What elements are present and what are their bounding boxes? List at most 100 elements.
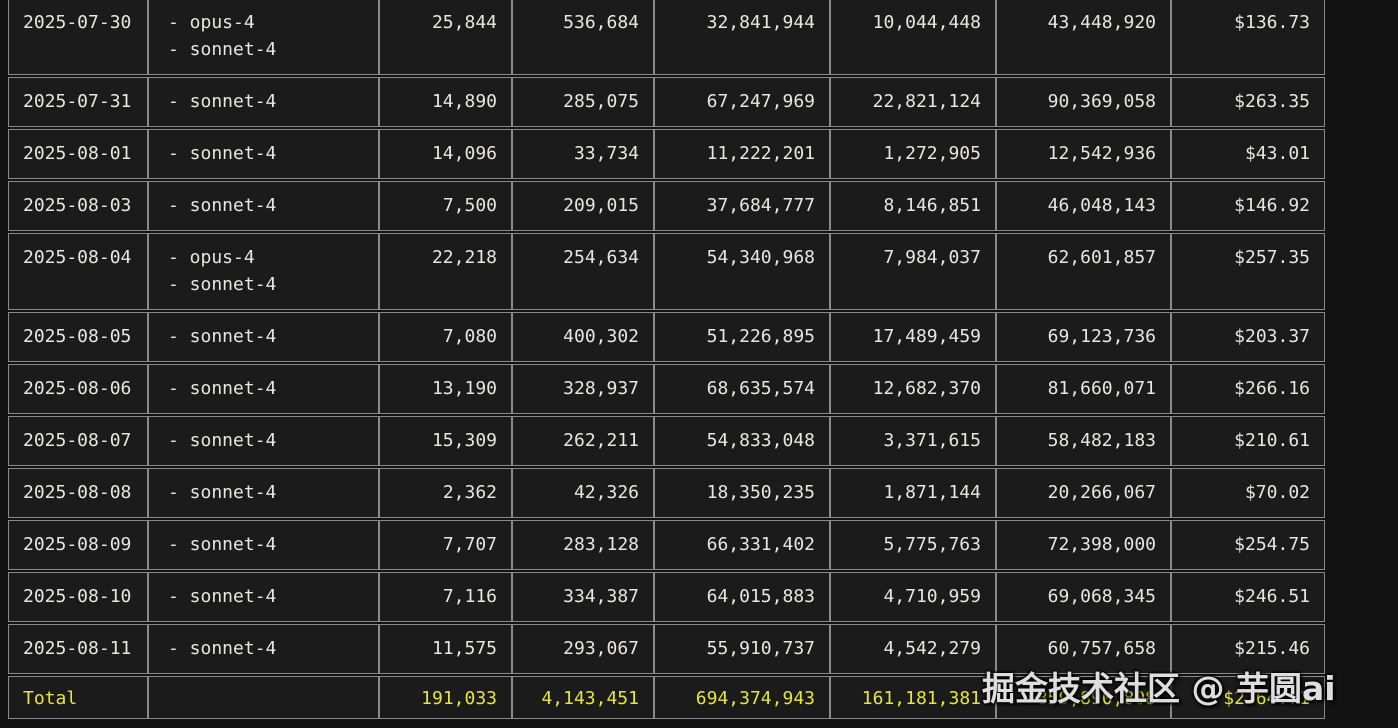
- cell-cache-create-tokens: 66,331,402: [654, 520, 830, 570]
- cell-date: 2025-08-06: [8, 364, 148, 414]
- cell-cache-read-tokens: 7,984,037: [830, 233, 996, 310]
- cell-models: - sonnet-4: [148, 624, 379, 674]
- table-row: 2025-08-06 - sonnet-4 13,190 328,937 68,635,…: [8, 364, 1325, 414]
- cell-total-tokens: 20,266,067: [996, 468, 1171, 518]
- cell-output-tokens: 209,015: [512, 181, 654, 231]
- cell-input-tokens: 7,080: [379, 312, 512, 362]
- table-row: 2025-08-10 - sonnet-4 7,116 334,387 64,015,8…: [8, 572, 1325, 622]
- table-row: 2025-08-11 - sonnet-4 11,575 293,067 55,910,…: [8, 624, 1325, 674]
- table-row: 2025-08-09 - sonnet-4 7,707 283,128 66,331,4…: [8, 520, 1325, 570]
- cell-cost: $215.46: [1171, 624, 1325, 674]
- cell-date: 2025-08-08: [8, 468, 148, 518]
- cell-cost: $257.35: [1171, 233, 1325, 310]
- cell-models: - sonnet-4: [148, 129, 379, 179]
- cell-output-tokens: 42,326: [512, 468, 654, 518]
- cell-cache-create-tokens: 37,684,777: [654, 181, 830, 231]
- usage-table: 2025-07-30 - opus-4 - sonnet-4 25,844 536,68…: [8, 0, 1325, 721]
- cell-total-tokens: 62,601,857: [996, 233, 1171, 310]
- cell-models: - sonnet-4: [148, 572, 379, 622]
- total-cell-cache-read-tokens: 161,181,381: [830, 676, 996, 719]
- cell-total-tokens: 12,542,936: [996, 129, 1171, 179]
- total-row: Total 191,033 4,143,451 694,374,943 161,181,…: [8, 676, 1325, 719]
- cell-cache-read-tokens: 12,682,370: [830, 364, 996, 414]
- cell-total-tokens: 72,398,000: [996, 520, 1171, 570]
- cell-models: - sonnet-4: [148, 312, 379, 362]
- cell-output-tokens: 33,734: [512, 129, 654, 179]
- cell-cache-read-tokens: 22,821,124: [830, 77, 996, 127]
- cell-cache-create-tokens: 51,226,895: [654, 312, 830, 362]
- table-row: 2025-08-05 - sonnet-4 7,080 400,302 51,226,8…: [8, 312, 1325, 362]
- total-models-empty: [148, 676, 379, 719]
- cell-cost: $266.16: [1171, 364, 1325, 414]
- cell-models: - sonnet-4: [148, 364, 379, 414]
- cell-output-tokens: 334,387: [512, 572, 654, 622]
- cell-input-tokens: 14,096: [379, 129, 512, 179]
- cell-input-tokens: 7,116: [379, 572, 512, 622]
- cell-cache-create-tokens: 55,910,737: [654, 624, 830, 674]
- cell-date: 2025-08-03: [8, 181, 148, 231]
- cell-models: - sonnet-4: [148, 520, 379, 570]
- cell-output-tokens: 400,302: [512, 312, 654, 362]
- cell-cache-read-tokens: 4,542,279: [830, 624, 996, 674]
- cell-cost: $254.75: [1171, 520, 1325, 570]
- model-line: - sonnet-4: [168, 586, 277, 607]
- cell-total-tokens: 81,660,071: [996, 364, 1171, 414]
- usage-table-container: 2025-07-30 - opus-4 - sonnet-4 25,844 536,68…: [8, 0, 1325, 721]
- cell-input-tokens: 7,707: [379, 520, 512, 570]
- cell-cache-create-tokens: 64,015,883: [654, 572, 830, 622]
- model-line: - sonnet-4: [168, 534, 277, 555]
- cell-cache-create-tokens: 18,350,235: [654, 468, 830, 518]
- cell-date: 2025-07-31: [8, 77, 148, 127]
- cell-models: - opus-4 - sonnet-4: [148, 0, 379, 75]
- cell-cache-create-tokens: 54,833,048: [654, 416, 830, 466]
- table-row: 2025-08-03 - sonnet-4 7,500 209,015 37,684,7…: [8, 181, 1325, 231]
- total-cell-input-tokens: 191,033: [379, 676, 512, 719]
- cell-total-tokens: 90,369,058: [996, 77, 1171, 127]
- cell-input-tokens: 7,500: [379, 181, 512, 231]
- cell-cache-read-tokens: 10,044,448: [830, 0, 996, 75]
- model-line: - sonnet-4: [168, 143, 277, 164]
- table-row: 2025-07-31 - sonnet-4 14,890 285,075 67,247,…: [8, 77, 1325, 127]
- cell-cache-read-tokens: 4,710,959: [830, 572, 996, 622]
- cell-input-tokens: 11,575: [379, 624, 512, 674]
- cell-input-tokens: 25,844: [379, 0, 512, 75]
- cell-date: 2025-08-10: [8, 572, 148, 622]
- cell-cost: $146.92: [1171, 181, 1325, 231]
- cell-output-tokens: 262,211: [512, 416, 654, 466]
- table-row: 2025-08-08 - sonnet-4 2,362 42,326 18,350,23…: [8, 468, 1325, 518]
- cell-output-tokens: 293,067: [512, 624, 654, 674]
- cell-cache-create-tokens: 67,247,969: [654, 77, 830, 127]
- cell-output-tokens: 254,634: [512, 233, 654, 310]
- cell-cache-create-tokens: 32,841,944: [654, 0, 830, 75]
- cell-cost: $136.73: [1171, 0, 1325, 75]
- cell-input-tokens: 22,218: [379, 233, 512, 310]
- cell-models: - sonnet-4: [148, 416, 379, 466]
- model-line: - sonnet-4: [168, 378, 277, 399]
- cell-date: 2025-08-09: [8, 520, 148, 570]
- cell-models: - sonnet-4: [148, 77, 379, 127]
- model-line: - opus-4: [168, 12, 255, 33]
- model-line: - sonnet-4: [168, 326, 277, 347]
- cell-input-tokens: 14,890: [379, 77, 512, 127]
- cell-date: 2025-07-30: [8, 0, 148, 75]
- cell-total-tokens: 58,482,183: [996, 416, 1171, 466]
- table-row: 2025-08-04 - opus-4 - sonnet-4 22,218 254,63…: [8, 233, 1325, 310]
- cell-input-tokens: 2,362: [379, 468, 512, 518]
- model-line: - sonnet-4: [168, 39, 277, 60]
- cell-date: 2025-08-07: [8, 416, 148, 466]
- cell-cache-read-tokens: 1,272,905: [830, 129, 996, 179]
- cell-total-tokens: 69,068,345: [996, 572, 1171, 622]
- cell-total-tokens: 46,048,143: [996, 181, 1171, 231]
- cell-cache-read-tokens: 5,775,763: [830, 520, 996, 570]
- model-line: - sonnet-4: [168, 482, 277, 503]
- model-line: - opus-4: [168, 247, 255, 268]
- cell-cache-create-tokens: 54,340,968: [654, 233, 830, 310]
- cell-cost: $210.61: [1171, 416, 1325, 466]
- cell-cache-read-tokens: 17,489,459: [830, 312, 996, 362]
- cell-total-tokens: 43,448,920: [996, 0, 1171, 75]
- cell-cache-create-tokens: 68,635,574: [654, 364, 830, 414]
- cell-cost: $70.02: [1171, 468, 1325, 518]
- cell-input-tokens: 15,309: [379, 416, 512, 466]
- table-row: 2025-08-07 - sonnet-4 15,309 262,211 54,833,…: [8, 416, 1325, 466]
